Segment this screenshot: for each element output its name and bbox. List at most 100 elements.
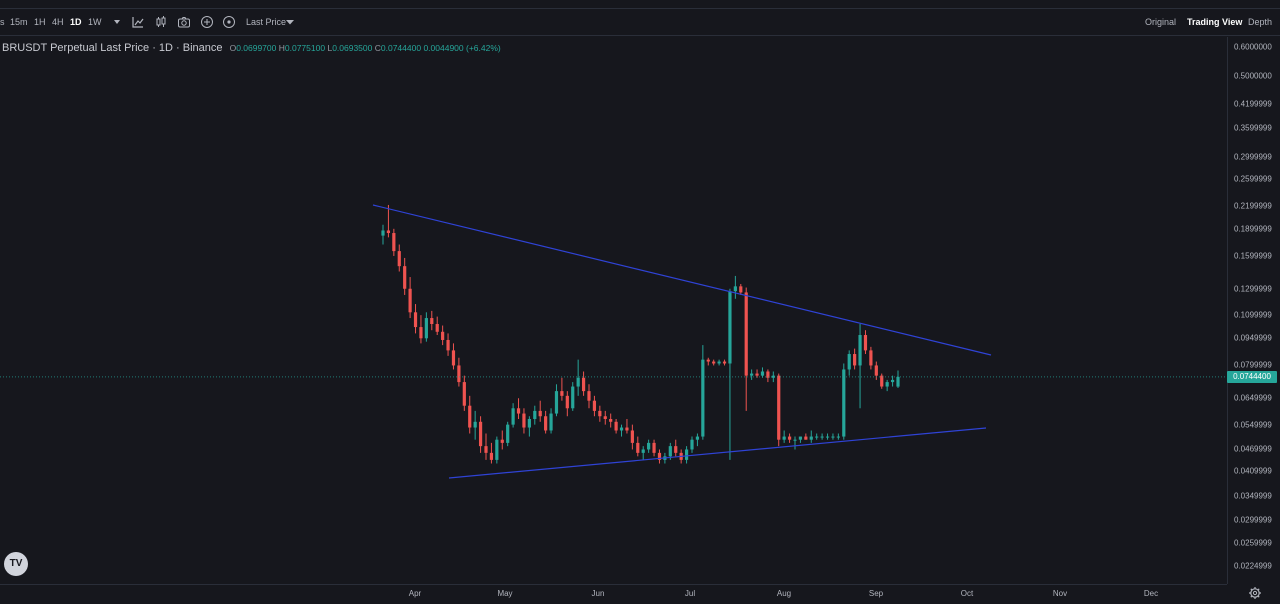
timeframe-seconds-button[interactable]: s <box>0 17 5 27</box>
indicators-icon[interactable] <box>131 15 145 29</box>
candle-body <box>744 292 748 376</box>
candle <box>744 287 748 411</box>
candle-body <box>581 377 586 392</box>
view-depth-tab[interactable]: Depth <box>1248 17 1273 27</box>
candle <box>462 375 466 411</box>
candle-body <box>733 286 737 292</box>
candle-body <box>755 373 759 376</box>
timeframe-1d-button[interactable]: 1D <box>70 17 82 27</box>
price-tick-label: 0.2599999 <box>1234 174 1272 184</box>
price-tick-label: 0.0409999 <box>1234 466 1272 476</box>
candle-body <box>392 233 396 252</box>
candle <box>690 436 694 453</box>
view-original-tab[interactable]: Original <box>1145 17 1177 27</box>
candle-body <box>451 350 456 366</box>
candle-body <box>842 369 846 437</box>
candle <box>549 408 553 434</box>
candle-body <box>652 442 656 453</box>
candle-body <box>815 436 819 438</box>
candle <box>527 416 531 437</box>
candle-body <box>565 395 569 409</box>
crosshair-icon[interactable] <box>222 15 236 29</box>
candlestick-chart[interactable] <box>0 37 1227 584</box>
candle-body <box>804 436 808 440</box>
candle <box>403 257 407 295</box>
candle <box>652 439 656 457</box>
chart-toolbar: s 15m 1H 4H 1D 1W Last Price Original Tr… <box>0 8 1280 36</box>
candle <box>451 343 456 370</box>
tradingview-logo[interactable]: TV <box>4 552 28 576</box>
candle <box>473 410 477 440</box>
candle-body <box>468 405 472 428</box>
candle <box>484 433 488 460</box>
time-tick-label: Nov <box>1052 589 1068 598</box>
time-axis[interactable]: Apr May Jun Jul Aug Sep Oct Nov Dec <box>0 584 1227 604</box>
candle <box>728 288 732 460</box>
timeframe-4h-button[interactable]: 4H <box>52 17 64 27</box>
candle-body <box>760 371 765 376</box>
candle-body <box>777 375 781 440</box>
candle <box>815 433 819 440</box>
view-trading-view-tab[interactable]: Trading View <box>1187 17 1243 27</box>
candle <box>777 373 781 447</box>
candle <box>560 377 564 401</box>
timeframe-1h-button[interactable]: 1H <box>34 17 46 27</box>
candle-body <box>706 359 710 362</box>
candle-body <box>619 427 624 431</box>
candle-body <box>728 291 732 364</box>
candle <box>706 357 710 366</box>
price-tick-label: 0.5000000 <box>1234 71 1272 81</box>
price-type-select[interactable]: Last Price <box>246 17 287 27</box>
candle-body <box>457 365 461 383</box>
candle <box>636 436 640 457</box>
chart-type-candles-icon[interactable] <box>154 15 168 29</box>
candle-body <box>592 400 597 411</box>
lower-trendline[interactable] <box>448 427 987 479</box>
candle-body <box>847 354 851 370</box>
candle <box>831 433 835 440</box>
camera-icon[interactable] <box>177 15 191 29</box>
time-tick-label: Aug <box>776 589 792 598</box>
time-tick-label: Jun <box>591 589 605 598</box>
gear-icon[interactable] <box>1248 586 1262 600</box>
candle <box>896 370 900 389</box>
candle <box>413 304 418 334</box>
candle-body <box>419 327 423 339</box>
candle <box>825 433 830 440</box>
price-type-dropdown-icon[interactable] <box>283 15 297 29</box>
candle-body <box>880 375 884 387</box>
candle <box>836 433 840 440</box>
candle-body <box>614 421 618 431</box>
timeframe-15m-button[interactable]: 15m <box>10 17 28 27</box>
candle <box>603 410 607 425</box>
price-tick-label: 0.2199999 <box>1234 201 1272 211</box>
price-tick-label: 0.0949999 <box>1234 333 1272 343</box>
candle-body <box>430 318 434 325</box>
time-tick-label: Sep <box>868 589 884 598</box>
time-tick-label: Dec <box>1143 589 1159 598</box>
candle <box>424 312 428 342</box>
candle <box>386 204 391 238</box>
timeframe-1w-button[interactable]: 1W <box>88 17 102 27</box>
candle-body <box>782 436 786 440</box>
time-tick-label: Apr <box>408 589 422 598</box>
price-axis[interactable]: 0.6000000 0.5000000 0.4199999 0.3599999 0.29… <box>1227 37 1280 584</box>
candle <box>489 442 494 464</box>
candle-body <box>489 452 494 460</box>
candle <box>869 346 873 370</box>
price-tick-label: 0.0299999 <box>1234 515 1272 525</box>
candle-body <box>836 436 840 438</box>
price-tick-label: 0.0224999 <box>1234 561 1272 571</box>
candle <box>782 430 786 443</box>
add-icon[interactable] <box>200 15 214 29</box>
candle <box>554 384 559 417</box>
upper-trendline[interactable] <box>372 204 992 356</box>
candle-body <box>511 408 515 425</box>
candle-body <box>484 446 488 453</box>
candle <box>592 395 597 417</box>
timeframe-dropdown-icon[interactable] <box>110 15 124 29</box>
candle-body <box>647 442 651 450</box>
candle-body <box>766 371 770 378</box>
candle <box>766 369 770 383</box>
candle-body <box>609 418 613 422</box>
